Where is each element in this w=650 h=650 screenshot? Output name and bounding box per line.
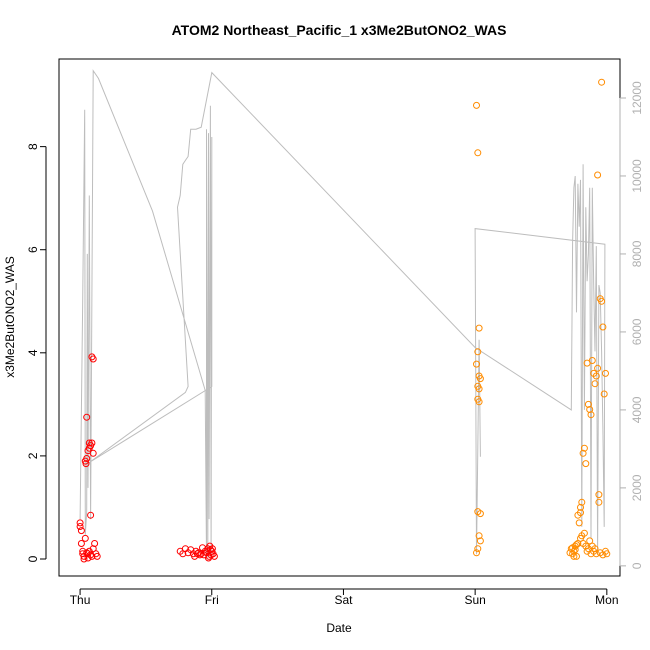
data-point (476, 510, 484, 518)
data-point (191, 552, 199, 560)
data-point (93, 552, 101, 560)
data-point (587, 411, 595, 419)
bottom-tick-label: Fri (205, 593, 219, 607)
data-point (591, 380, 599, 388)
data-point (603, 550, 611, 558)
data-point (88, 439, 96, 447)
data-point (574, 511, 582, 519)
data-point (594, 171, 602, 179)
bottom-tick-label: Sat (334, 593, 353, 607)
data-point (600, 390, 608, 398)
series-line (79, 69, 606, 559)
bottom-axis: Thu Fri Sat Sun Mon (70, 588, 619, 607)
data-point (566, 549, 574, 557)
data-point (580, 529, 588, 537)
data-point (77, 527, 85, 535)
data-point (76, 519, 84, 527)
data-point (473, 549, 480, 557)
data-point (592, 372, 600, 380)
data-point (205, 554, 212, 562)
left-tick-label: 2 (26, 452, 40, 459)
right-tick-label: 4000 (630, 396, 644, 423)
data-point (579, 449, 587, 457)
data-point (87, 551, 95, 559)
data-point (89, 449, 97, 457)
left-tick-label: 6 (26, 246, 40, 253)
data-point (473, 101, 480, 109)
data-point (89, 355, 97, 363)
bottom-tick-label: Mon (595, 593, 618, 607)
data-point (77, 540, 85, 547)
data-point (592, 550, 600, 558)
data-point (573, 552, 580, 560)
right-tick-label: 6000 (630, 318, 644, 345)
data-point (199, 544, 206, 552)
data-point (602, 369, 609, 377)
data-point (80, 555, 88, 563)
data-point (599, 323, 607, 331)
bottom-tick-label: Sun (464, 593, 485, 607)
data-point (591, 545, 599, 553)
data-point (208, 545, 216, 553)
data-point (474, 545, 482, 553)
right-tick-label: 10000 (630, 159, 644, 193)
data-point (577, 503, 584, 511)
right-tick-label: 0 (630, 562, 644, 569)
data-point (87, 511, 95, 519)
data-point (474, 348, 482, 356)
data-point (586, 406, 594, 413)
data-point (595, 498, 603, 506)
data-point (83, 549, 91, 557)
data-point (475, 398, 483, 406)
left-tick-label: 8 (26, 143, 40, 150)
data-point (83, 455, 91, 462)
data-point (580, 444, 588, 452)
data-point (598, 297, 606, 305)
data-point (476, 375, 484, 383)
data-point (475, 532, 483, 540)
right-tick-label: 2000 (630, 474, 644, 501)
data-point (91, 540, 99, 547)
data-point (83, 413, 91, 421)
y-axis-label: x3Me2ButONO2_WAS (3, 256, 17, 378)
left-axis: 0 2 4 6 8 (26, 143, 47, 562)
right-axis: 0 2000 4000 6000 8000 10000 12000 (619, 81, 644, 569)
data-point (598, 78, 606, 86)
data-point (475, 324, 483, 332)
chart-title: ATOM2 Northeast_Pacific_1 x3Me2ButONO2_W… (172, 22, 507, 38)
left-tick-label: 4 (26, 349, 40, 356)
data-point (476, 537, 484, 545)
data-point (474, 149, 482, 157)
data-point (76, 523, 84, 530)
plot-frame (58, 58, 621, 577)
data-point (475, 385, 483, 393)
data-point (82, 460, 90, 468)
data-point (594, 364, 602, 372)
data-point (588, 357, 596, 364)
data-point (582, 460, 590, 468)
data-point (578, 498, 586, 506)
data-point (81, 534, 89, 542)
x-axis-label: Date (326, 621, 352, 635)
data-point (584, 400, 592, 408)
data-point (473, 360, 480, 368)
right-tick-label: 8000 (630, 240, 644, 267)
data-point (575, 519, 583, 527)
data-point (595, 491, 603, 499)
right-tick-label: 12000 (630, 81, 644, 115)
data-point (570, 552, 578, 560)
line-layer (79, 69, 606, 559)
bottom-tick-label: Thu (70, 593, 91, 607)
left-tick-label: 0 (26, 555, 40, 562)
points-layer (76, 78, 611, 563)
data-point (573, 541, 580, 549)
